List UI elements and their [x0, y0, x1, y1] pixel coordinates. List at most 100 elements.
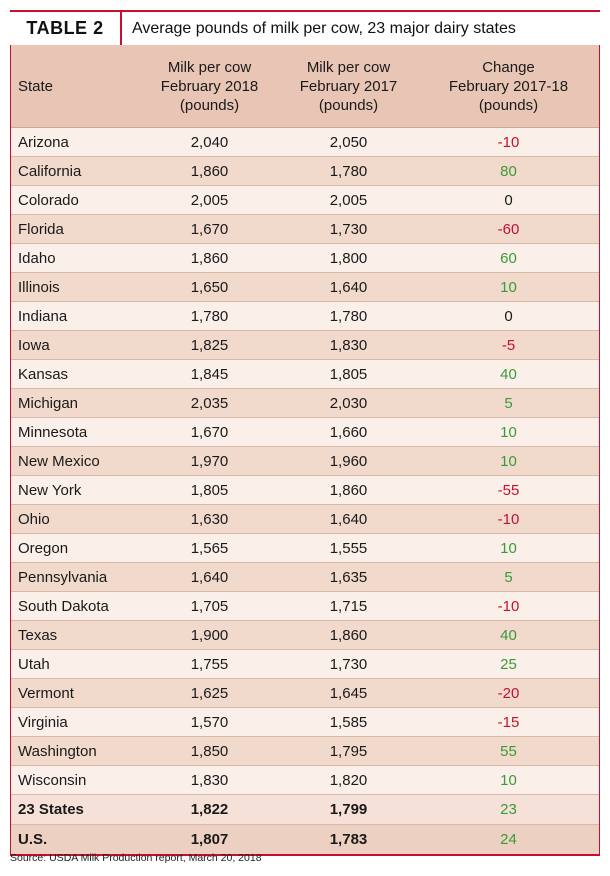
- feb-2018-cell: 1,830: [140, 765, 279, 795]
- table-row: Washington 1,850 1,795 55: [11, 736, 599, 766]
- change-cell: 10: [418, 533, 599, 563]
- state-cell: Michigan: [11, 388, 140, 418]
- feb-2017-cell: 1,640: [279, 504, 418, 534]
- feb-2018-cell: 1,705: [140, 591, 279, 621]
- change-cell: 5: [418, 562, 599, 592]
- feb-2018-cell: 1,860: [140, 156, 279, 186]
- feb-2017-cell: 2,005: [279, 185, 418, 215]
- table-row: Pennsylvania 1,640 1,635 5: [11, 562, 599, 592]
- feb-2017-cell: 1,640: [279, 272, 418, 302]
- total-label-cell: U.S.: [11, 824, 140, 854]
- table-row: Utah 1,755 1,730 25: [11, 649, 599, 679]
- feb-2017-cell: 1,660: [279, 417, 418, 447]
- table-row: Florida 1,670 1,730 -60: [11, 214, 599, 244]
- header-feb-2017: Milk per cow February 2017 (pounds): [279, 45, 418, 128]
- change-cell: -5: [418, 330, 599, 360]
- state-cell: Oregon: [11, 533, 140, 563]
- feb-2017-cell: 1,645: [279, 678, 418, 708]
- feb-2018-cell: 1,625: [140, 678, 279, 708]
- table-container: State Milk per cow February 2018 (pounds…: [10, 45, 600, 856]
- table-row: Texas 1,900 1,860 40: [11, 620, 599, 650]
- state-cell: Vermont: [11, 678, 140, 708]
- feb-2018-cell: 1,565: [140, 533, 279, 563]
- header-feb-2018-line-1: Milk per cow: [167, 58, 252, 76]
- total-row: U.S. 1,807 1,783 24: [11, 824, 599, 854]
- header-feb-2018-line-2: February 2018: [160, 77, 259, 95]
- state-cell: California: [11, 156, 140, 186]
- table-row: Oregon 1,565 1,555 10: [11, 533, 599, 563]
- state-cell: Arizona: [11, 127, 140, 157]
- feb-2018-cell: 1,755: [140, 649, 279, 679]
- state-cell: Iowa: [11, 330, 140, 360]
- change-cell: 80: [418, 156, 599, 186]
- feb-2018-cell: 1,630: [140, 504, 279, 534]
- header-feb-2017-line-1: Milk per cow: [306, 58, 391, 76]
- table-row: Ohio 1,630 1,640 -10: [11, 504, 599, 534]
- table-row: Arizona 2,040 2,050 -10: [11, 127, 599, 157]
- change-cell: -60: [418, 214, 599, 244]
- table-row: Michigan 2,035 2,030 5: [11, 388, 599, 418]
- feb-2017-cell: 1,555: [279, 533, 418, 563]
- milk-per-cow-table: State Milk per cow February 2018 (pounds…: [11, 45, 599, 854]
- feb-2017-cell: 1,635: [279, 562, 418, 592]
- feb-2017-cell: 1,960: [279, 446, 418, 476]
- header-change-line-1: Change: [482, 58, 535, 76]
- feb-2017-cell: 1,820: [279, 765, 418, 795]
- feb-2017-cell: 1,730: [279, 214, 418, 244]
- state-cell: Indiana: [11, 301, 140, 331]
- header-feb-2018-line-3: (pounds): [179, 96, 240, 114]
- change-cell: -10: [418, 591, 599, 621]
- state-cell: Utah: [11, 649, 140, 679]
- table-row: New York 1,805 1,860 -55: [11, 475, 599, 505]
- feb-2018-cell: 1,670: [140, 417, 279, 447]
- table-row: Indiana 1,780 1,780 0: [11, 301, 599, 331]
- title-bar: TABLE 2 Average pounds of milk per cow, …: [10, 10, 600, 45]
- table-row: Wisconsin 1,830 1,820 10: [11, 765, 599, 795]
- feb-2018-cell: 1,650: [140, 272, 279, 302]
- change-cell: 40: [418, 359, 599, 389]
- feb-2018-cell: 1,670: [140, 214, 279, 244]
- feb-2017-cell: 1,805: [279, 359, 418, 389]
- total-feb-2018-cell: 1,807: [140, 824, 279, 854]
- feb-2018-cell: 1,850: [140, 736, 279, 766]
- feb-2018-cell: 1,825: [140, 330, 279, 360]
- state-cell: Idaho: [11, 243, 140, 273]
- table-row: Kansas 1,845 1,805 40: [11, 359, 599, 389]
- table-body: Arizona 2,040 2,050 -10 California 1,860 1,780…: [11, 127, 599, 854]
- feb-2018-cell: 1,860: [140, 243, 279, 273]
- total-feb-2017-cell: 1,783: [279, 824, 418, 854]
- table-row: South Dakota 1,705 1,715 -10: [11, 591, 599, 621]
- table-row: Vermont 1,625 1,645 -20: [11, 678, 599, 708]
- change-cell: -15: [418, 707, 599, 737]
- total-change-cell: 24: [418, 824, 599, 854]
- state-cell: New York: [11, 475, 140, 505]
- feb-2017-cell: 1,860: [279, 620, 418, 650]
- state-cell: Pennsylvania: [11, 562, 140, 592]
- feb-2017-cell: 1,585: [279, 707, 418, 737]
- header-state: State: [11, 45, 140, 128]
- state-cell: Minnesota: [11, 417, 140, 447]
- state-cell: Illinois: [11, 272, 140, 302]
- table-panel: TABLE 2 Average pounds of milk per cow, …: [10, 10, 600, 856]
- header-row: State Milk per cow February 2018 (pounds…: [11, 45, 599, 128]
- header-feb-2017-line-2: February 2017: [299, 77, 398, 95]
- change-cell: 10: [418, 446, 599, 476]
- change-cell: -55: [418, 475, 599, 505]
- change-cell: 10: [418, 765, 599, 795]
- feb-2017-cell: 1,730: [279, 649, 418, 679]
- table-row: Colorado 2,005 2,005 0: [11, 185, 599, 215]
- change-cell: 10: [418, 272, 599, 302]
- table-number-tag: TABLE 2: [10, 12, 122, 45]
- state-cell: South Dakota: [11, 591, 140, 621]
- change-cell: 55: [418, 736, 599, 766]
- feb-2017-cell: 1,795: [279, 736, 418, 766]
- table-row: Virginia 1,570 1,585 -15: [11, 707, 599, 737]
- total-label-cell: 23 States: [11, 794, 140, 825]
- feb-2018-cell: 1,900: [140, 620, 279, 650]
- total-feb-2018-cell: 1,822: [140, 794, 279, 825]
- feb-2018-cell: 2,040: [140, 127, 279, 157]
- header-change: Change February 2017-18 (pounds): [418, 45, 599, 128]
- state-cell: Florida: [11, 214, 140, 244]
- change-cell: 5: [418, 388, 599, 418]
- change-cell: -10: [418, 504, 599, 534]
